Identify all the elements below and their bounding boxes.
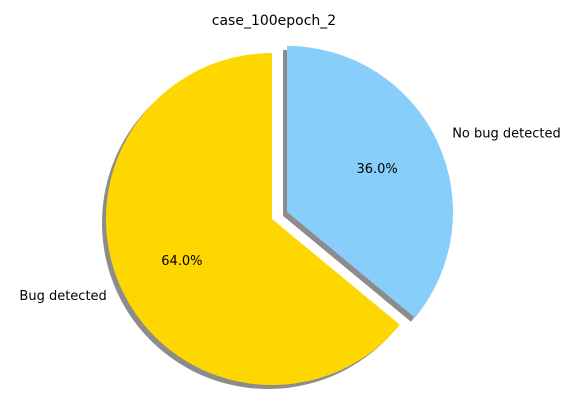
slice-label-no-bug-detected: No bug detected — [452, 127, 561, 142]
slice-layer — [106, 45, 454, 386]
pie-slice-no-bug-detected — [287, 45, 454, 318]
chart-title: case_100epoch_2 — [212, 13, 336, 29]
label-layer: Bug detected 64.0% No bug detected 36.0% — [19, 127, 560, 305]
slice-label-bug-detected: Bug detected — [19, 289, 106, 304]
pct-label-bug-detected: 64.0% — [161, 254, 202, 269]
pie-slice-bug-detected — [106, 53, 400, 386]
pct-label-no-bug-detected: 36.0% — [356, 162, 397, 177]
